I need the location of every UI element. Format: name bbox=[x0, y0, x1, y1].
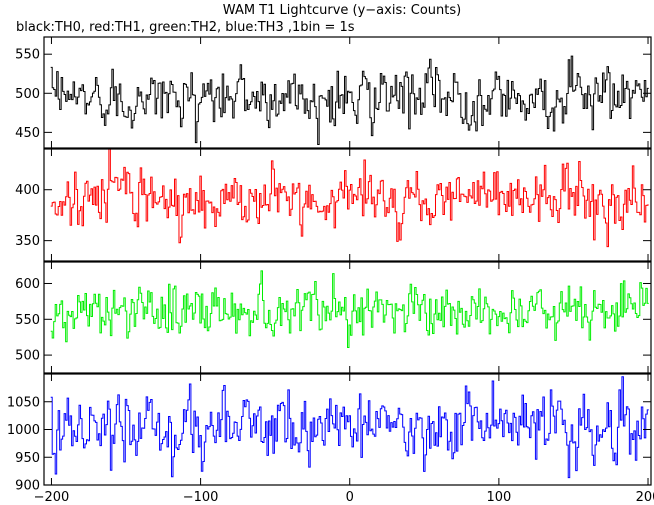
series-line-th2 bbox=[50, 270, 649, 348]
panel-th3: 900 950 1000 1050 bbox=[7, 373, 652, 494]
y-tick-label: 450 bbox=[15, 126, 40, 141]
panel-frame bbox=[43, 373, 652, 486]
y-tick-label: 500 bbox=[15, 349, 40, 364]
y-tick-label: 550 bbox=[15, 48, 40, 63]
panel-frame bbox=[43, 261, 652, 374]
y-tick-label: 950 bbox=[15, 451, 40, 466]
panels-group: 450 500 550 350 400 500 550 600 900 950 1000 1050 bbox=[7, 36, 652, 494]
y-tick-label: 500 bbox=[15, 87, 40, 102]
y-tick-label: 1000 bbox=[7, 423, 40, 438]
y-tick-label: 1050 bbox=[7, 395, 40, 410]
x-tick-label: 0 bbox=[346, 490, 354, 505]
series-line-th1 bbox=[50, 149, 649, 248]
panel-th0: 450 500 550 bbox=[15, 36, 652, 149]
y-tick-label: 900 bbox=[15, 479, 40, 494]
y-tick-label: 550 bbox=[15, 313, 40, 328]
y-tick-label: 600 bbox=[15, 277, 40, 292]
y-tick-label: 350 bbox=[15, 234, 40, 249]
x-tick-label: −100 bbox=[183, 490, 219, 505]
panel-frame bbox=[43, 36, 652, 149]
panel-th1: 350 400 bbox=[15, 148, 652, 262]
x-tick-label: −200 bbox=[34, 490, 70, 505]
chart-subtitle: black:TH0, red:TH1, green:TH2, blue:TH3 … bbox=[16, 20, 355, 35]
panel-th2: 500 550 600 bbox=[15, 261, 652, 374]
panel-frame bbox=[43, 148, 652, 262]
y-tick-label: 400 bbox=[15, 183, 40, 198]
chart-title: WAM T1 Lightcurve (y−axis: Counts) bbox=[223, 3, 461, 18]
x-tick-label: 100 bbox=[486, 490, 511, 505]
x-axis-tick-labels: −200 −100 0 100 200 bbox=[34, 490, 654, 505]
series-line-th3 bbox=[50, 376, 649, 479]
series-line-th0 bbox=[50, 55, 649, 145]
x-tick-label: 200 bbox=[636, 490, 654, 505]
